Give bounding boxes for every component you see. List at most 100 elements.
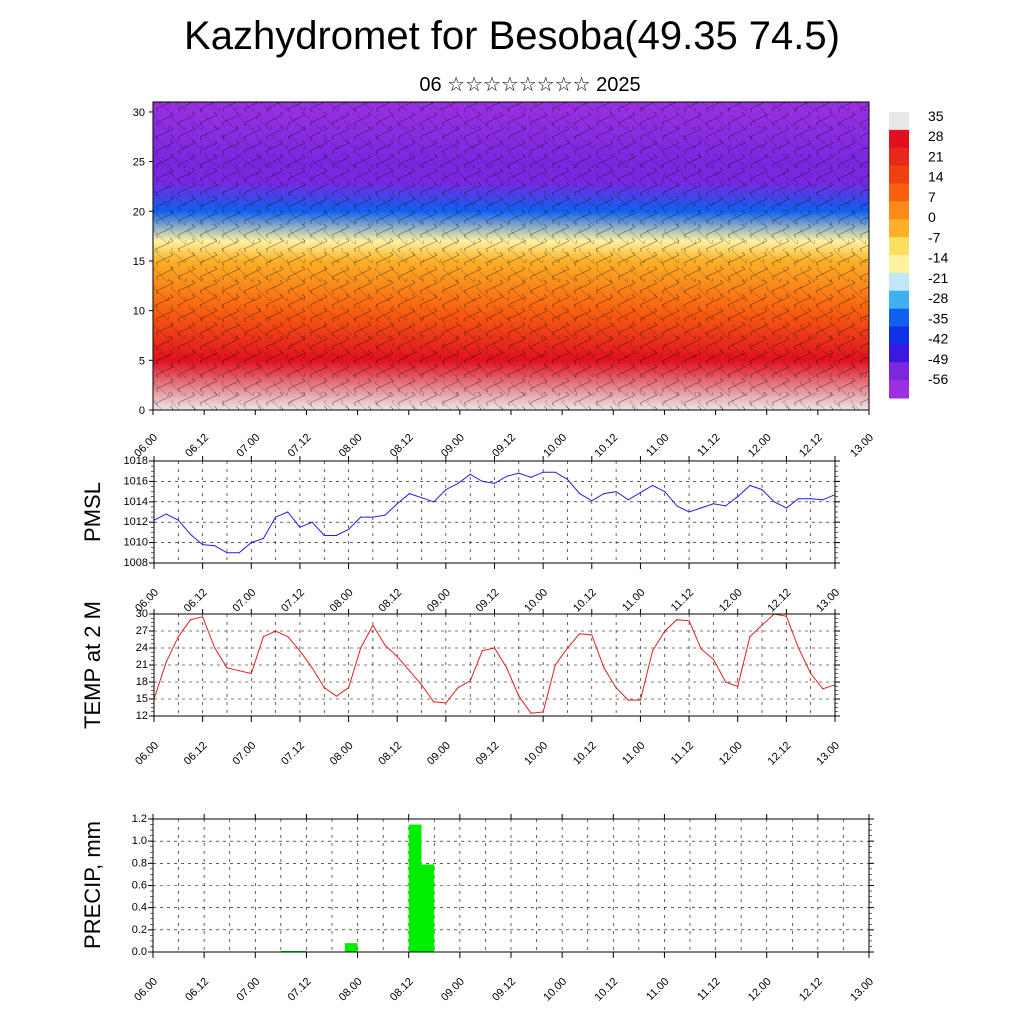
- data-point: [177, 636, 179, 638]
- x-tick-label: 07.12: [279, 587, 307, 615]
- y-tick-label: 0.2: [132, 924, 147, 936]
- x-tick-label: 07.00: [234, 976, 262, 1004]
- colorbar: 35 28 21 14 7 0 -7 -14 -21 -28 -35 -42 -49 -56: [889, 108, 948, 399]
- x-tick-label: 10.00: [522, 740, 550, 768]
- x-tick-label: 12.12: [766, 740, 794, 768]
- colorbar-swatch: [889, 237, 909, 256]
- data-point: [481, 480, 483, 482]
- data-point: [579, 633, 581, 635]
- data-point: [396, 655, 398, 658]
- data-point: [238, 670, 240, 672]
- x-tick-label: 11.00: [620, 740, 647, 767]
- data-point: [603, 667, 605, 669]
- colorbar-label: -35: [928, 310, 948, 326]
- data-point: [737, 685, 739, 688]
- y-axis-label: PRECIP, mm: [80, 821, 105, 949]
- x-tick-label: 09.12: [474, 587, 502, 615]
- x-tick-label: 08.00: [328, 740, 356, 768]
- y-tick-label: 30: [133, 107, 145, 119]
- x-tick-label: 11.00: [620, 587, 647, 614]
- x-tick-label: 06.12: [182, 587, 210, 615]
- y-tick-label: 0.0: [132, 946, 147, 958]
- precip-bar: [421, 864, 435, 952]
- data-point: [335, 695, 338, 697]
- data-point: [420, 684, 423, 686]
- data-point: [554, 664, 556, 666]
- y-tick-label: 30: [136, 608, 148, 620]
- colorbar-swatch: [889, 129, 909, 149]
- x-tick-label: 10.12: [571, 587, 599, 615]
- x-tick-label: 06.00: [133, 740, 161, 768]
- x-tick-label: 12.12: [766, 587, 794, 615]
- data-point: [785, 615, 787, 617]
- data-point: [372, 624, 374, 626]
- series-line: [153, 471, 836, 554]
- data-point: [214, 545, 216, 547]
- data-point: [493, 482, 496, 485]
- x-tick-label: 13.00: [848, 432, 876, 460]
- x-tick-label: 06.12: [183, 432, 211, 460]
- data-point: [737, 496, 739, 498]
- data-point: [347, 687, 350, 689]
- colorbar-swatch: [889, 290, 909, 310]
- colorbar-label: 28: [928, 128, 944, 144]
- colorbar-swatch: [889, 344, 909, 363]
- data-point: [810, 672, 812, 675]
- colorbar-swatch: [889, 219, 909, 238]
- x-tick-label: 08.00: [337, 976, 365, 1004]
- data-point: [420, 497, 423, 499]
- x-tick-label: 07.12: [279, 740, 307, 768]
- data-point: [347, 528, 350, 530]
- x-tick-label: 12.12: [797, 976, 825, 1004]
- colorbar-swatch: [889, 147, 909, 167]
- data-point: [372, 516, 374, 518]
- y-axis-label: PMSL: [80, 482, 105, 542]
- precip-bar: [280, 950, 294, 952]
- data-point: [810, 498, 812, 500]
- data-point: [275, 630, 277, 632]
- colorbar-label: 7: [928, 189, 936, 205]
- data-point: [262, 636, 265, 638]
- colorbar-swatch: [889, 255, 909, 274]
- x-tick-label: 11.12: [669, 587, 696, 614]
- colorbar-swatch: [889, 272, 909, 292]
- data-point: [262, 537, 265, 540]
- page-title: Kazhydromet for Besoba(49.35 74.5): [184, 14, 840, 58]
- temp-panel: 12 15 18 21 24 27 30 06.00 06.12 07.00 07.12 08.00 0…: [80, 601, 842, 768]
- data-point: [773, 501, 775, 503]
- x-tick-label: 11.12: [695, 432, 722, 459]
- y-tick-label: 0.4: [132, 902, 147, 914]
- data-point: [627, 499, 629, 501]
- data-point: [311, 667, 313, 669]
- y-tick-label: 25: [133, 157, 145, 169]
- x-tick-label: 07.00: [230, 587, 258, 615]
- data-point: [335, 534, 338, 537]
- data-point: [797, 498, 800, 500]
- data-point: [542, 471, 544, 473]
- x-tick-label: 10.00: [541, 976, 569, 1004]
- data-point: [360, 516, 362, 518]
- x-tick-label: 09.12: [490, 432, 518, 460]
- y-tick-label: 15: [136, 693, 148, 705]
- data-point: [676, 619, 678, 621]
- x-tick-label: 08.00: [328, 587, 356, 615]
- data-point: [651, 484, 654, 487]
- x-tick-label: 08.00: [337, 432, 365, 460]
- y-tick-label: 0.8: [132, 857, 147, 869]
- data-point: [445, 702, 447, 704]
- data-point: [749, 636, 751, 638]
- data-point: [323, 534, 325, 537]
- precip-bar: [408, 824, 422, 952]
- data-point: [664, 630, 666, 632]
- data-point: [408, 493, 410, 495]
- x-tick-label: 12.12: [797, 432, 825, 460]
- data-point: [761, 488, 763, 491]
- x-tick-label: 09.00: [425, 587, 453, 615]
- x-tick-label: 09.00: [439, 432, 467, 460]
- data-point: [384, 514, 386, 516]
- data-point: [226, 552, 228, 554]
- y-tick-label: 0: [139, 405, 145, 417]
- y-tick-label: 0.6: [132, 880, 147, 892]
- x-tick-label: 13.00: [814, 587, 842, 615]
- x-tick-label: 10.12: [571, 740, 599, 768]
